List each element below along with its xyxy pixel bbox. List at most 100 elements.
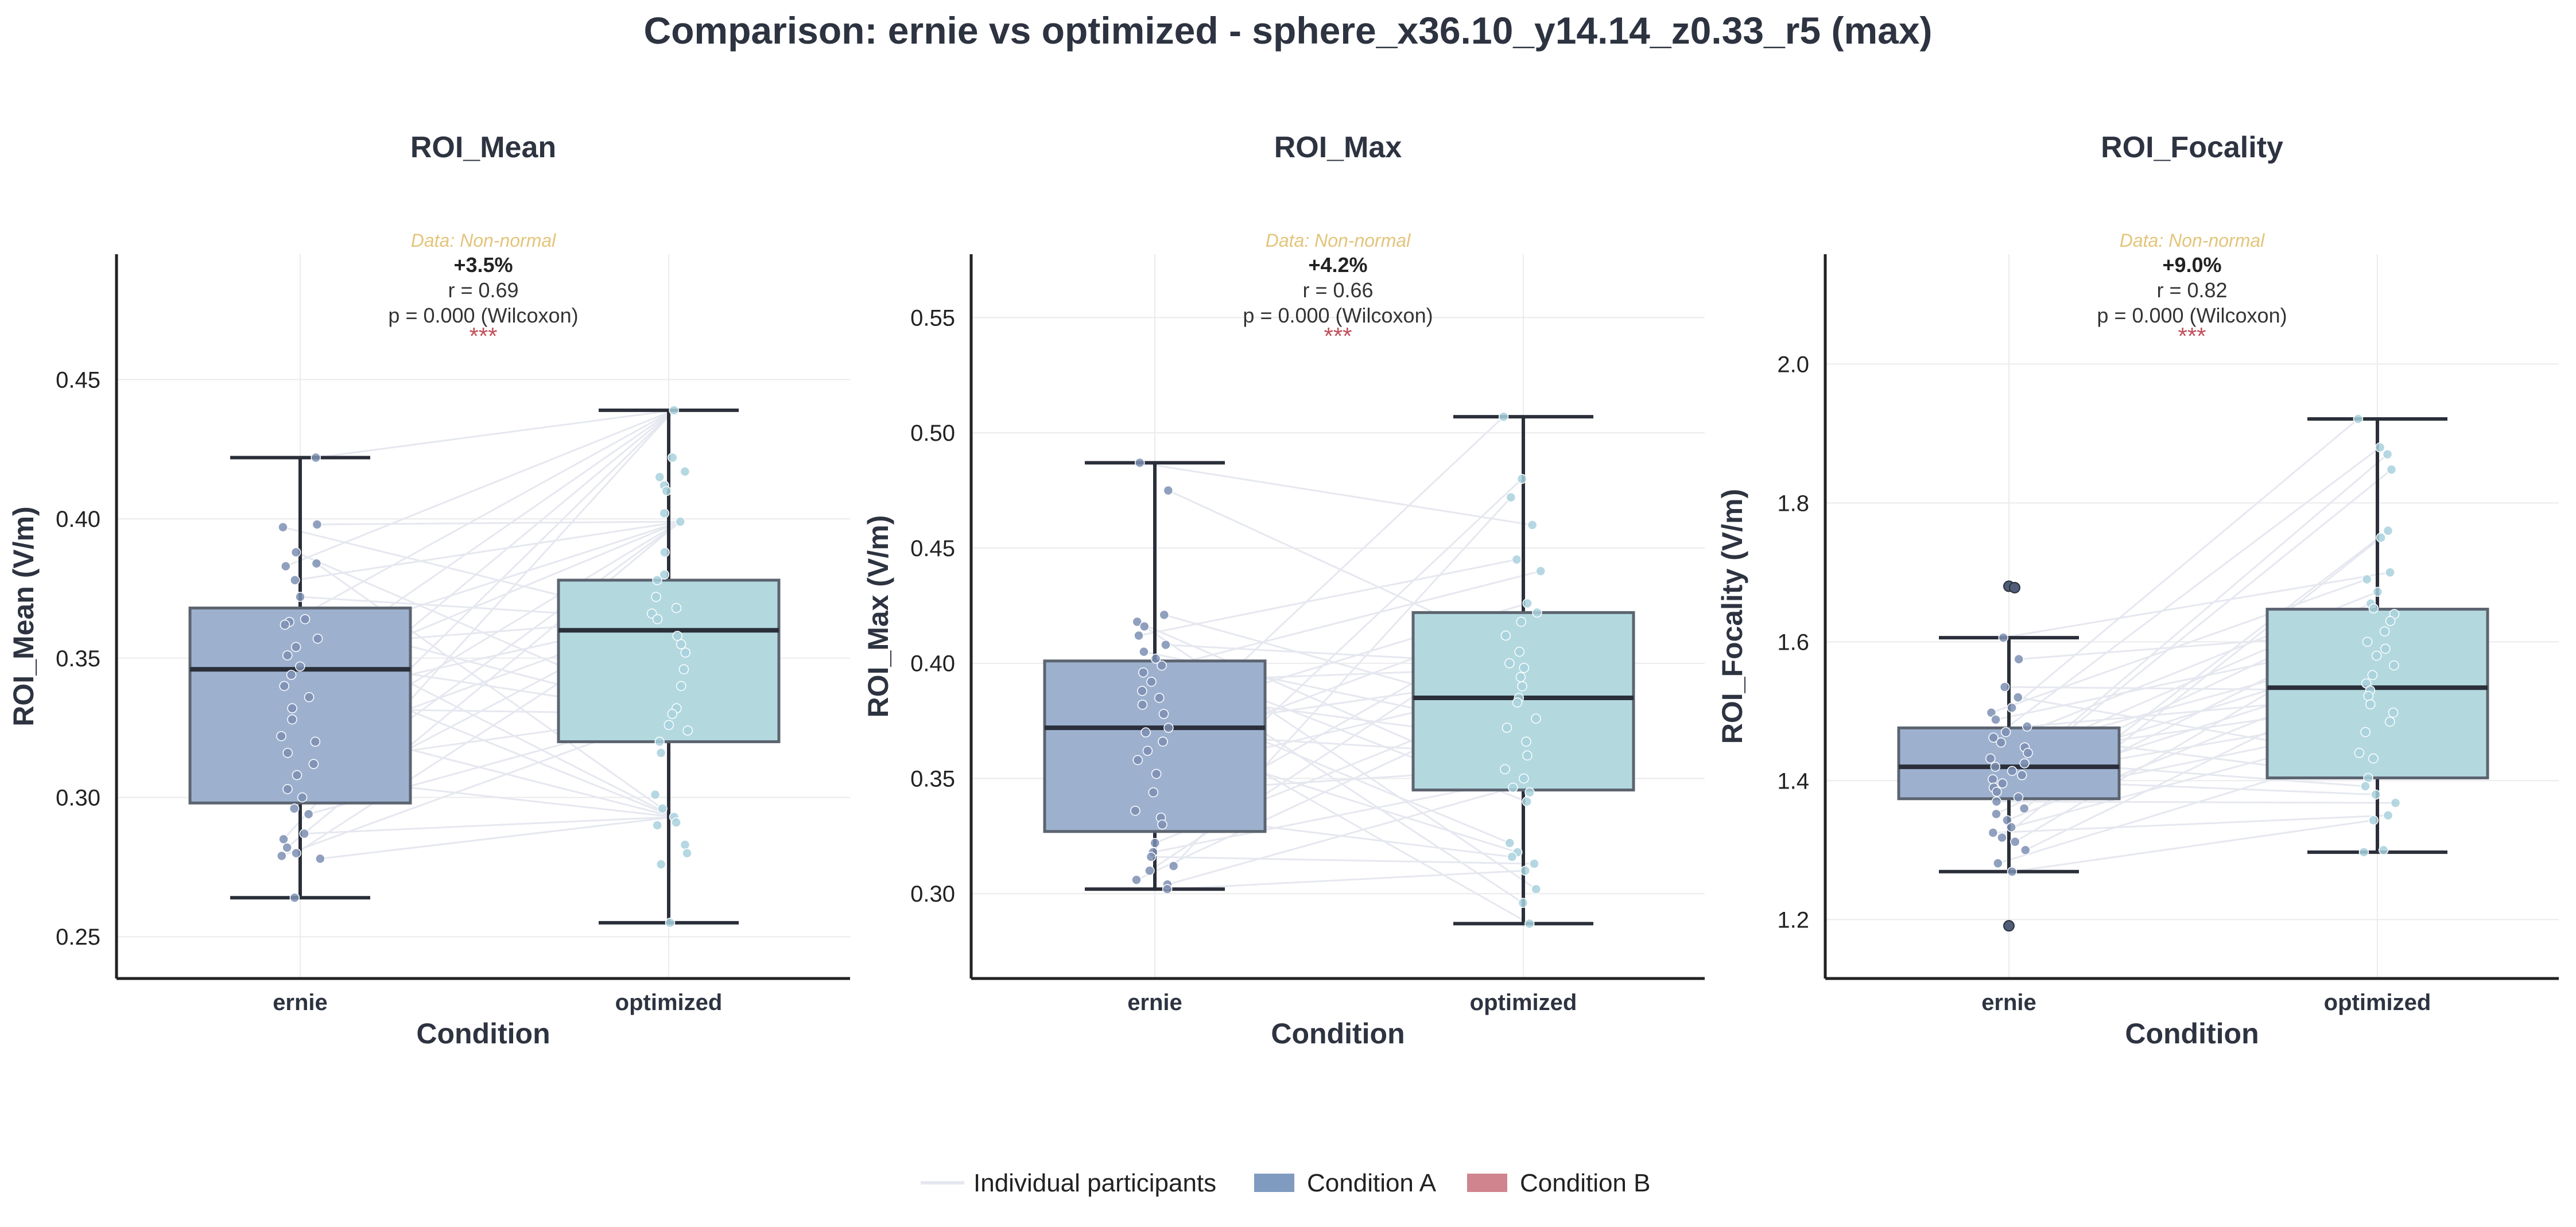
legend-swatch-patch <box>1254 1174 1294 1192</box>
data-point-optimized <box>1519 662 1530 673</box>
x-tick-label-optimized: optimized <box>615 990 723 1015</box>
data-point-ernie <box>1991 715 2001 725</box>
data-point-ernie <box>2007 867 2018 877</box>
data-point-ernie <box>290 547 301 558</box>
x-tick-label-ernie: ernie <box>1127 990 1182 1015</box>
annotation-percent-change: +9.0% <box>2162 253 2221 277</box>
data-point-ernie <box>1988 774 1998 785</box>
data-point-ernie <box>315 853 325 864</box>
data-point-ernie <box>2019 803 2030 814</box>
data-point-optimized <box>676 681 686 692</box>
x-axis-title: Condition <box>416 1018 550 1050</box>
data-point-ernie <box>1146 852 1157 862</box>
data-point-optimized <box>1511 554 1522 565</box>
data-point-optimized <box>1527 520 1538 530</box>
data-point-ernie <box>1146 677 1157 687</box>
data-point-ernie <box>1151 768 1162 779</box>
data-point-ernie <box>1990 762 2001 772</box>
data-point-ernie <box>282 748 293 758</box>
data-point-ernie <box>2019 758 2030 768</box>
data-point-optimized <box>2353 414 2364 424</box>
data-point-ernie <box>1991 809 2001 820</box>
data-point-optimized <box>1519 773 1529 784</box>
data-point-ernie <box>2023 748 2033 758</box>
y-tick-label: 1.8 <box>1777 491 1809 516</box>
data-point-ernie <box>279 681 290 692</box>
data-point-optimized <box>654 472 665 483</box>
annotation-distribution: Data: Non-normal <box>411 230 556 251</box>
data-point-ernie <box>1135 457 1145 468</box>
annotation-p-value: p = 0.000 (Wilcoxon) <box>2097 304 2287 327</box>
x-tick-label-optimized: optimized <box>1470 990 1577 1015</box>
data-point-ernie <box>1132 755 1143 766</box>
data-point-ernie <box>2013 692 2023 702</box>
data-point-optimized <box>668 452 678 463</box>
data-point-optimized <box>682 725 693 736</box>
data-point-ernie <box>1985 753 1996 764</box>
data-point-optimized <box>2378 845 2389 856</box>
data-point-ernie <box>1158 709 1169 719</box>
data-point-optimized <box>2371 789 2381 800</box>
y-tick-label: 1.4 <box>1777 768 1809 794</box>
data-point-ernie <box>1998 632 2009 643</box>
chart-panel-roi-focality: 1.2 1.4 1.6 1.8 2.0 ernie optimized Condition RO… <box>1716 131 2559 1050</box>
participant-line <box>2003 571 2391 639</box>
data-point-ernie <box>276 731 286 741</box>
y-tick-label: 0.50 <box>910 421 955 446</box>
data-point-optimized <box>680 647 691 658</box>
data-point-ernie <box>295 592 305 602</box>
data-point-optimized <box>680 466 690 477</box>
data-point-ernie <box>282 650 293 661</box>
data-point-ernie <box>2020 845 2031 856</box>
data-point-ernie <box>1154 693 1165 703</box>
annotation-significance-stars: *** <box>2178 323 2206 350</box>
data-point-ernie <box>312 519 323 530</box>
data-point-optimized <box>654 736 665 747</box>
data-point-optimized <box>1500 630 1511 641</box>
data-point-optimized <box>655 859 666 869</box>
data-point-ernie <box>308 759 319 770</box>
data-point-ernie <box>1988 828 1999 838</box>
data-point-optimized <box>1529 859 1539 869</box>
data-point-ernie <box>1148 787 1159 798</box>
y-tick-label: 0.40 <box>910 651 955 677</box>
data-point-optimized <box>1502 723 1512 733</box>
data-point-ernie <box>1997 778 2008 789</box>
data-point-ernie <box>1993 858 2003 869</box>
data-point-optimized <box>2386 464 2397 475</box>
data-point-optimized <box>1512 697 1523 708</box>
data-point-optimized <box>2380 643 2391 654</box>
data-point-optimized <box>661 486 672 496</box>
y-axis-title: ROI_Max (V/m) <box>862 515 894 718</box>
y-tick-label: 0.35 <box>56 646 100 671</box>
data-point-ernie <box>292 770 302 781</box>
x-tick-label-ernie: ernie <box>1981 990 2036 1015</box>
data-point-optimized <box>678 664 689 674</box>
data-point-ernie <box>282 842 292 853</box>
x-tick-label-optimized: optimized <box>2324 990 2431 1015</box>
data-point-optimized <box>1521 736 1531 747</box>
data-point-optimized <box>2358 847 2369 857</box>
data-point-ernie <box>1138 667 1149 678</box>
data-point-ernie <box>289 803 300 814</box>
data-point-ernie <box>1142 745 1153 756</box>
participant-line <box>320 816 674 860</box>
data-point-optimized <box>1532 607 1542 618</box>
participant-line <box>316 562 675 818</box>
data-point-ernie <box>1157 820 1167 830</box>
y-tick-label: 0.30 <box>56 786 100 811</box>
data-point-ernie <box>280 561 291 572</box>
chart-panel-roi-max: 0.30 0.35 0.40 0.45 0.50 0.55 ernie optimized Co… <box>862 131 1705 1050</box>
participant-line <box>1993 814 2388 834</box>
data-point-optimized <box>651 592 661 602</box>
data-point-ernie <box>1162 884 1173 894</box>
data-point-optimized <box>2372 587 2383 597</box>
y-tick-label: 0.25 <box>56 925 100 950</box>
data-point-ernie <box>2007 702 2017 713</box>
panel-title: ROI_Mean <box>410 131 556 164</box>
data-point-ernie <box>312 634 323 644</box>
data-point-optimized <box>680 840 690 850</box>
box-ernie <box>188 606 412 805</box>
data-point-ernie <box>295 661 305 672</box>
data-point-ernie <box>1150 838 1161 848</box>
